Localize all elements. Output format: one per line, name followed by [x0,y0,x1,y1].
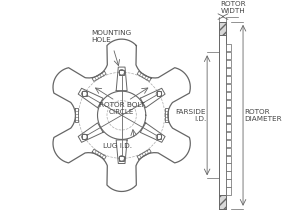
Bar [226,124,232,131]
Bar [226,84,232,91]
Bar [226,108,232,115]
Text: MOUNTING
HOLE: MOUNTING HOLE [91,30,131,43]
Bar [226,92,232,99]
Bar [157,134,161,139]
Bar [226,60,232,67]
Bar [226,44,232,51]
Bar [226,76,232,83]
Bar [226,171,232,179]
Bar [226,139,232,147]
Bar [157,91,161,96]
Bar [219,22,226,36]
Text: FARSIDE
I.D.: FARSIDE I.D. [176,109,206,122]
Bar [226,164,232,171]
Bar [226,68,232,75]
Text: ROTOR BOLT
CIRCLE: ROTOR BOLT CIRCLE [99,102,145,115]
Bar [226,52,232,59]
Bar [119,70,124,75]
Text: LUG I.D.: LUG I.D. [103,143,132,149]
Bar [226,116,232,123]
Bar [226,148,232,155]
Bar [82,91,87,96]
Bar [226,179,232,187]
Bar [226,131,232,139]
Bar [226,187,232,195]
Bar [226,100,232,107]
Bar [219,195,226,209]
Text: ROTOR
WIDTH: ROTOR WIDTH [220,2,246,15]
Bar [119,156,124,161]
Bar [226,156,232,163]
Bar [82,134,87,139]
Text: ROTOR
DIAMETER: ROTOR DIAMETER [244,109,282,122]
